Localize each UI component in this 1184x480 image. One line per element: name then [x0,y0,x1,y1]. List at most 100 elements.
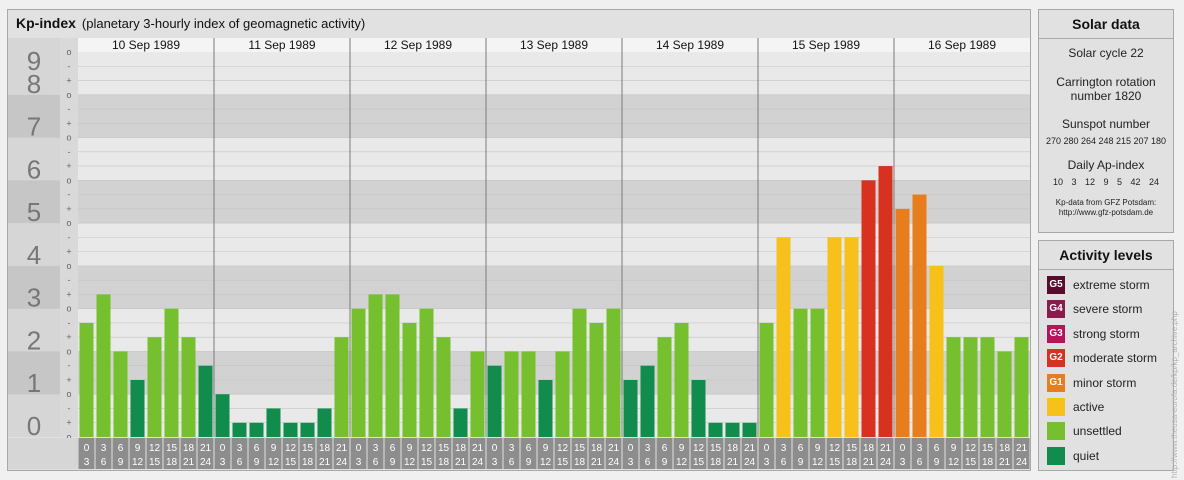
kp-bar [759,322,774,437]
kp-bar [963,337,978,437]
interval-end: 12 [268,457,280,468]
legend-label-unsettled: unsettled [1073,424,1122,438]
credit-line1: Kp-data from GFZ Potsdam: [1055,198,1157,207]
interval-start: 6 [798,443,804,454]
interval-end: 12 [540,457,552,468]
day-header-strip [78,38,1030,52]
interval-start: 6 [390,443,396,454]
legend-swatch-g4: G4 [1047,300,1065,318]
interval-end: 24 [608,457,620,468]
day-label-6: 16 Sep 1989 [928,38,996,52]
interval-end: 21 [591,457,603,468]
interval-cell [163,438,180,469]
y-tick-6: 6 [27,154,41,184]
interval-cell [588,438,605,469]
interval-start: 9 [543,443,549,454]
interval-cell [656,438,673,469]
interval-start: 12 [285,443,297,454]
interval-end: 3 [764,457,770,468]
interval-start: 15 [982,443,994,454]
sub-tick: o [66,175,71,185]
interval-start: 12 [421,443,433,454]
y-band-6 [8,137,60,181]
kp-bar [708,422,723,437]
solar-cycle: Solar cycle 22 [1068,46,1144,60]
interval-cell [996,438,1013,469]
kp-bar [317,408,332,437]
kp-bar [79,322,94,437]
interval-end: 6 [101,457,107,468]
kp-band-7 [78,94,1030,138]
interval-start: 9 [815,443,821,454]
interval-cell [979,438,996,469]
interval-end: 18 [574,457,586,468]
y-tick-4: 4 [27,240,41,270]
interval-end: 15 [557,457,569,468]
interval-cell [622,438,639,469]
y-band-9 [8,38,60,52]
interval-cell [214,438,231,469]
kp-bar [198,365,213,437]
kp-bar [368,294,383,437]
kp-bar [130,379,145,437]
legend-label-g2: moderate storm [1073,351,1158,365]
sub-tick: - [68,147,71,157]
kp-bar [351,308,366,437]
y-tick-8: 8 [27,69,41,99]
y-tick-5: 5 [27,197,41,227]
sub-tick: o [66,261,71,271]
interval-end: 9 [798,457,804,468]
interval-start: 6 [934,443,940,454]
interval-start: 21 [1016,443,1028,454]
interval-cell [316,438,333,469]
interval-start: 15 [846,443,858,454]
interval-end: 21 [727,457,739,468]
interval-start: 12 [829,443,841,454]
chart-title: Kp-index [16,15,76,31]
sub-tick: + [66,247,71,257]
kp-bar [436,337,451,437]
solar-data-title: Solar data [1039,10,1173,39]
kp-bar [657,337,672,437]
ap-label: Daily Ap-index [1067,158,1145,172]
legend-label-g3: strong storm [1073,327,1140,341]
day-label-1: 11 Sep 1989 [248,38,315,52]
kp-bar [181,337,196,437]
interval-cell [690,438,707,469]
interval-start: 18 [863,443,875,454]
kp-bar [1014,337,1029,437]
interval-end: 21 [999,457,1011,468]
interval-cell [282,438,299,469]
kp-bar [929,265,944,437]
interval-cell [452,438,469,469]
interval-end: 9 [118,457,124,468]
y-band-2 [8,308,60,352]
interval-end: 12 [676,457,688,468]
interval-cell [809,438,826,469]
interval-start: 15 [574,443,586,454]
legend-swatch-g2: G2 [1047,349,1065,367]
interval-end: 9 [662,457,668,468]
interval-end: 15 [285,457,297,468]
sub-tick: o [66,346,71,356]
sub-tick: + [66,76,71,86]
legend-swatch-g1: G1 [1047,374,1065,392]
kp-bar [215,394,230,437]
sub-tick: + [66,418,71,428]
kp-bar [895,208,910,437]
interval-end: 24 [744,457,756,468]
kp-bar [402,322,417,437]
interval-end: 9 [526,457,532,468]
sub-tick: o [66,47,71,57]
interval-end: 12 [812,457,824,468]
interval-end: 15 [421,457,433,468]
interval-end: 24 [200,457,212,468]
ap-values: 10 3 12 9 5 42 24 [1052,177,1160,187]
legend-swatch-quiet [1047,447,1065,465]
sub-tick-column [60,38,78,437]
interval-cell [129,438,146,469]
interval-start: 21 [744,443,756,454]
interval-cell [554,438,571,469]
sub-tick: o [66,90,71,100]
y-band-4 [8,223,60,266]
